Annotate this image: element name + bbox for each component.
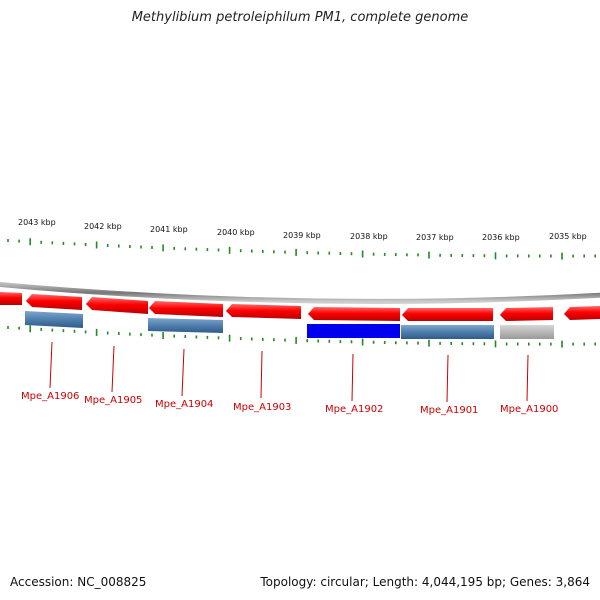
- gene-label[interactable]: Mpe_A1903: [233, 402, 291, 413]
- scale-ticks-bottom: [7, 325, 597, 348]
- scale-label: 2037 kbp: [416, 233, 454, 242]
- scale-label: 2042 kbp: [84, 222, 122, 231]
- gene-label[interactable]: Mpe_A1901: [420, 405, 478, 416]
- gene-arrow[interactable]: [86, 297, 148, 314]
- gene-label[interactable]: Mpe_A1905: [84, 395, 142, 406]
- gene-arrow[interactable]: [226, 304, 301, 319]
- gene-arrow[interactable]: [402, 308, 493, 321]
- scale-label: 2038 kbp: [350, 232, 388, 241]
- gene-arrow[interactable]: [500, 307, 553, 321]
- gene-label[interactable]: Mpe_A1902: [325, 404, 383, 415]
- cds-box[interactable]: [148, 318, 223, 333]
- leader-line: [181, 348, 185, 397]
- scale-label: 2041 kbp: [150, 225, 188, 234]
- gene-arrow[interactable]: [308, 307, 400, 321]
- cds-features: [25, 311, 554, 339]
- forward-genes: [0, 292, 600, 321]
- gene-label[interactable]: Mpe_A1906: [21, 391, 79, 402]
- gene-label[interactable]: Mpe_A1904: [155, 399, 213, 410]
- cds-box-highlighted[interactable]: [307, 324, 400, 338]
- scale-label: 2035 kbp: [549, 232, 587, 241]
- gene-arrow[interactable]: [564, 306, 600, 320]
- map-title: Methylibium petroleiphilum PM1, complete…: [131, 10, 469, 25]
- scale-ticks-top: [7, 238, 597, 260]
- leader-line: [111, 345, 115, 393]
- leader-line: [526, 354, 529, 402]
- scale-label: 2039 kbp: [283, 231, 321, 240]
- gene-arrow[interactable]: [26, 294, 82, 310]
- cds-box[interactable]: [401, 325, 494, 339]
- leader-line: [351, 353, 354, 402]
- gene-arrow[interactable]: [0, 292, 22, 305]
- scale-label: 2043 kbp: [18, 218, 56, 227]
- gene-label[interactable]: Mpe_A1900: [500, 404, 558, 415]
- leader-line: [49, 341, 53, 389]
- leader-line: [446, 354, 449, 403]
- cds-box[interactable]: [25, 311, 83, 328]
- gene-labels: Mpe_A1906 Mpe_A1905 Mpe_A1904 Mpe_A1903 …: [21, 391, 558, 416]
- cds-box-gray[interactable]: [500, 325, 554, 339]
- accession-text: Accession: NC_008825: [10, 575, 147, 589]
- genome-backbone: [0, 281, 600, 304]
- scale-labels: 2043 kbp 2042 kbp 2041 kbp 2040 kbp 2039…: [18, 218, 587, 242]
- scale-label: 2036 kbp: [482, 233, 520, 242]
- genome-summary: Topology: circular; Length: 4,044,195 bp…: [260, 575, 590, 589]
- scale-label: 2040 kbp: [217, 228, 255, 237]
- gene-leaders: [49, 341, 529, 403]
- gene-arrow[interactable]: [149, 301, 223, 317]
- leader-line: [260, 350, 263, 399]
